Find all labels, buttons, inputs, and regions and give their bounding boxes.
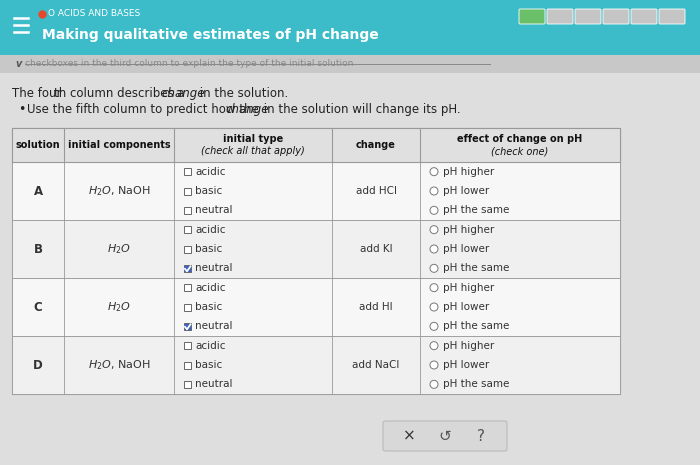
Text: add NaCl: add NaCl — [352, 360, 400, 370]
FancyBboxPatch shape — [547, 9, 573, 24]
Text: v: v — [15, 59, 22, 69]
Text: B: B — [34, 243, 43, 255]
Bar — [184, 207, 191, 214]
Bar — [12, 128, 620, 394]
Text: pH the same: pH the same — [443, 263, 510, 273]
Text: neutral: neutral — [195, 206, 232, 215]
Text: pH higher: pH higher — [443, 283, 494, 292]
Text: basic: basic — [195, 186, 223, 196]
Text: change: change — [225, 103, 269, 116]
Text: (check all that apply): (check all that apply) — [201, 146, 305, 156]
Circle shape — [430, 342, 438, 350]
Circle shape — [430, 206, 438, 214]
Text: change: change — [161, 87, 204, 100]
Text: neutral: neutral — [195, 263, 232, 273]
Text: th column describes a: th column describes a — [54, 87, 188, 100]
Text: add HCl: add HCl — [356, 186, 396, 196]
Bar — [184, 323, 191, 330]
Text: acidic: acidic — [195, 283, 225, 292]
Circle shape — [430, 264, 438, 272]
Circle shape — [430, 187, 438, 195]
Text: acidic: acidic — [195, 225, 225, 235]
Bar — [12, 128, 620, 162]
Text: change: change — [356, 140, 396, 150]
Bar — [12, 162, 620, 220]
Text: basic: basic — [195, 244, 223, 254]
Text: pH the same: pH the same — [443, 206, 510, 215]
Text: pH the same: pH the same — [443, 321, 510, 332]
Text: pH higher: pH higher — [443, 225, 494, 235]
Bar — [184, 226, 191, 233]
Text: add KI: add KI — [360, 244, 392, 254]
Bar — [12, 336, 620, 394]
Circle shape — [430, 245, 438, 253]
Text: in the solution will change its pH.: in the solution will change its pH. — [260, 103, 461, 116]
Text: basic: basic — [195, 302, 223, 312]
Bar — [184, 187, 191, 194]
Circle shape — [430, 226, 438, 234]
Text: D: D — [33, 359, 43, 372]
Bar — [184, 168, 191, 175]
Bar — [12, 278, 620, 336]
Text: ?: ? — [477, 429, 485, 444]
Text: (check one): (check one) — [491, 146, 549, 156]
Text: effect of change on pH: effect of change on pH — [457, 134, 582, 144]
Text: Use the fifth column to predict how the: Use the fifth column to predict how the — [27, 103, 262, 116]
Bar — [0, 55, 700, 73]
Bar — [184, 342, 191, 349]
FancyBboxPatch shape — [603, 9, 629, 24]
Bar — [0, 0, 700, 55]
Text: initial type: initial type — [223, 134, 283, 144]
FancyBboxPatch shape — [631, 9, 657, 24]
Text: Making qualitative estimates of pH change: Making qualitative estimates of pH chang… — [42, 28, 379, 42]
Text: pH lower: pH lower — [443, 360, 489, 370]
Text: neutral: neutral — [195, 321, 232, 332]
Circle shape — [430, 284, 438, 292]
Text: ↺: ↺ — [439, 429, 452, 444]
Text: $H_2O$, NaOH: $H_2O$, NaOH — [88, 184, 150, 198]
Circle shape — [430, 322, 438, 330]
Text: acidic: acidic — [195, 166, 225, 177]
Text: in the solution.: in the solution. — [196, 87, 288, 100]
Text: basic: basic — [195, 360, 223, 370]
Text: pH lower: pH lower — [443, 302, 489, 312]
Text: ×: × — [402, 429, 415, 444]
Text: pH higher: pH higher — [443, 166, 494, 177]
Text: O ACIDS AND BASES: O ACIDS AND BASES — [48, 9, 140, 19]
Bar — [184, 246, 191, 252]
Bar — [12, 220, 620, 278]
Text: •: • — [18, 103, 25, 116]
FancyBboxPatch shape — [659, 9, 685, 24]
Text: C: C — [34, 300, 43, 313]
Circle shape — [430, 361, 438, 369]
Text: pH lower: pH lower — [443, 244, 489, 254]
FancyBboxPatch shape — [519, 9, 545, 24]
Circle shape — [430, 168, 438, 176]
Text: solution: solution — [15, 140, 60, 150]
Text: pH the same: pH the same — [443, 379, 510, 389]
Bar — [184, 361, 191, 368]
Text: A: A — [34, 185, 43, 198]
FancyBboxPatch shape — [575, 9, 601, 24]
Text: $H_2O$, NaOH: $H_2O$, NaOH — [88, 358, 150, 372]
Text: initial components: initial components — [68, 140, 170, 150]
Bar — [184, 284, 191, 291]
Bar — [184, 381, 191, 388]
FancyBboxPatch shape — [383, 421, 507, 451]
Circle shape — [430, 303, 438, 311]
Bar — [184, 304, 191, 311]
Circle shape — [430, 380, 438, 388]
Text: acidic: acidic — [195, 341, 225, 351]
Text: neutral: neutral — [195, 379, 232, 389]
Text: add HI: add HI — [359, 302, 393, 312]
Text: pH lower: pH lower — [443, 186, 489, 196]
Text: pH higher: pH higher — [443, 341, 494, 351]
Text: checkboxes in the third column to explain the type of the initial solution: checkboxes in the third column to explai… — [25, 60, 354, 68]
Bar — [184, 265, 191, 272]
Text: $H_2O$: $H_2O$ — [107, 300, 131, 314]
Text: The four: The four — [12, 87, 62, 100]
Text: $H_2O$: $H_2O$ — [107, 242, 131, 256]
